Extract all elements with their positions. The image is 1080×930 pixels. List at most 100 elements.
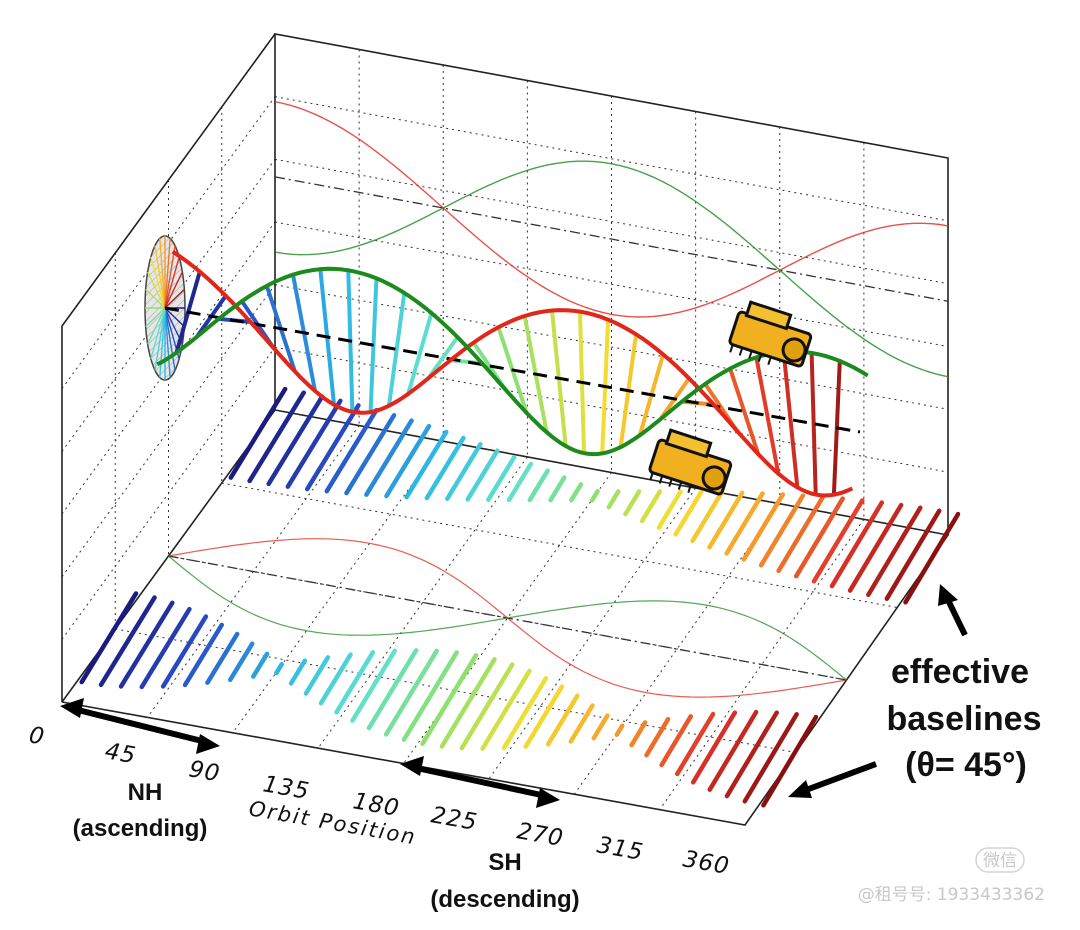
tick-label: 225 [429, 802, 480, 836]
floor-baseline [139, 606, 192, 690]
red-orbit-curve [171, 249, 854, 498]
floor-baseline [401, 650, 459, 742]
grid-line [221, 482, 898, 608]
floor-baseline [639, 489, 663, 524]
disc-spoke [164, 307, 176, 371]
tick-label: 45 [103, 738, 138, 769]
floor-baseline [659, 714, 693, 768]
disc-spoke [147, 271, 166, 309]
baselines-label: baselines [887, 700, 1042, 738]
floor-baselines [79, 386, 961, 808]
floor-baseline [445, 442, 483, 502]
disc-spoke [164, 245, 176, 309]
floor-baseline [690, 490, 725, 544]
floor-baseline [459, 662, 515, 751]
floor-baseline [160, 614, 209, 689]
floor-baseline [606, 489, 621, 510]
floor-baseline [866, 505, 923, 598]
floor-baseline [228, 386, 288, 480]
baseline-rung [386, 290, 407, 408]
effective-label: effective [891, 653, 1029, 691]
floor-baseline [829, 500, 885, 589]
floor-baseline [118, 600, 175, 689]
baseline-rung [754, 355, 781, 476]
floor-baseline [304, 403, 361, 492]
floor-baseline [707, 709, 759, 792]
floor-baseline [506, 461, 534, 503]
nh-label: NH [128, 779, 163, 806]
floor-baseline [569, 482, 584, 503]
floor-green-curve [168, 555, 847, 681]
disc-spoke [145, 307, 166, 328]
watermark: 微信 @租号号: 1933433362 [858, 847, 1045, 905]
floor-baseline [548, 475, 567, 503]
floor-baseline [247, 390, 306, 484]
floor-baseline [424, 435, 466, 501]
floor-baseline [366, 648, 419, 731]
floor-baseline [324, 407, 379, 494]
floor-baseline [656, 489, 683, 530]
grid-line [274, 221, 949, 347]
floor-baseline [227, 641, 255, 683]
disc-spoke [154, 245, 166, 309]
disc-spoke [164, 271, 183, 309]
floor-baseline [384, 423, 432, 499]
floor-baseline [250, 651, 270, 679]
floor-baseline [274, 661, 285, 676]
grid-line [61, 347, 276, 640]
floor-baseline [545, 693, 580, 747]
orbit-disc-icon [144, 235, 186, 381]
theta-label: (θ= 45°) [905, 746, 1027, 784]
grid-line [61, 284, 276, 577]
effective-baselines-arrow-lower [788, 761, 878, 798]
disc-spoke [164, 256, 180, 309]
floor-baseline [303, 655, 331, 696]
floor-baseline [205, 631, 240, 685]
floor-baseline [98, 595, 157, 688]
disc-spoke [164, 307, 185, 328]
nh-sublabel: (ascending) [73, 815, 208, 842]
baseline-rung [809, 350, 818, 497]
floor-baseline [523, 684, 565, 749]
tick-label: 360 [681, 846, 732, 880]
baseline-rung [728, 366, 761, 457]
floor-baseline [285, 398, 343, 489]
floor-baseline [741, 492, 786, 562]
disc-spoke [164, 307, 171, 378]
floor-baseline [79, 591, 139, 685]
grid-line [274, 96, 949, 222]
floor-baseline [404, 429, 449, 500]
floor-baseline [724, 491, 765, 556]
disc-spoke [164, 288, 185, 309]
floor-baseline [589, 489, 600, 503]
sh-sublabel: (descending) [430, 886, 579, 913]
floor-baseline [629, 720, 648, 748]
floor-baseline [266, 394, 325, 487]
back-red-curve [274, 101, 949, 318]
grid-line [488, 487, 697, 780]
disc-spoke [164, 238, 171, 309]
grid-line [274, 158, 949, 285]
back-wall-border [274, 33, 949, 535]
floor-baseline [591, 713, 610, 741]
floor-baseline [568, 703, 595, 744]
floor-baseline [465, 448, 500, 502]
floor-baseline [439, 657, 497, 749]
disc-spoke [150, 256, 166, 309]
effective-baselines-arrow-upper [938, 584, 968, 637]
tick-label: 0 [27, 722, 47, 750]
back-wall-projection [274, 101, 949, 378]
sh-label: SH [488, 849, 521, 876]
side-wall-border [61, 33, 276, 702]
floor-baseline [344, 413, 397, 496]
floor-baseline [690, 710, 738, 785]
disc-spoke [150, 307, 166, 360]
floor-baseline [811, 498, 865, 584]
baseline-rung [426, 335, 460, 381]
floor-baseline [501, 676, 549, 751]
disc-spoke [159, 307, 166, 378]
tick-label: 90 [187, 756, 222, 787]
floor-baseline [334, 650, 376, 715]
floor-baseline [761, 714, 819, 808]
floor-baseline [884, 508, 942, 601]
